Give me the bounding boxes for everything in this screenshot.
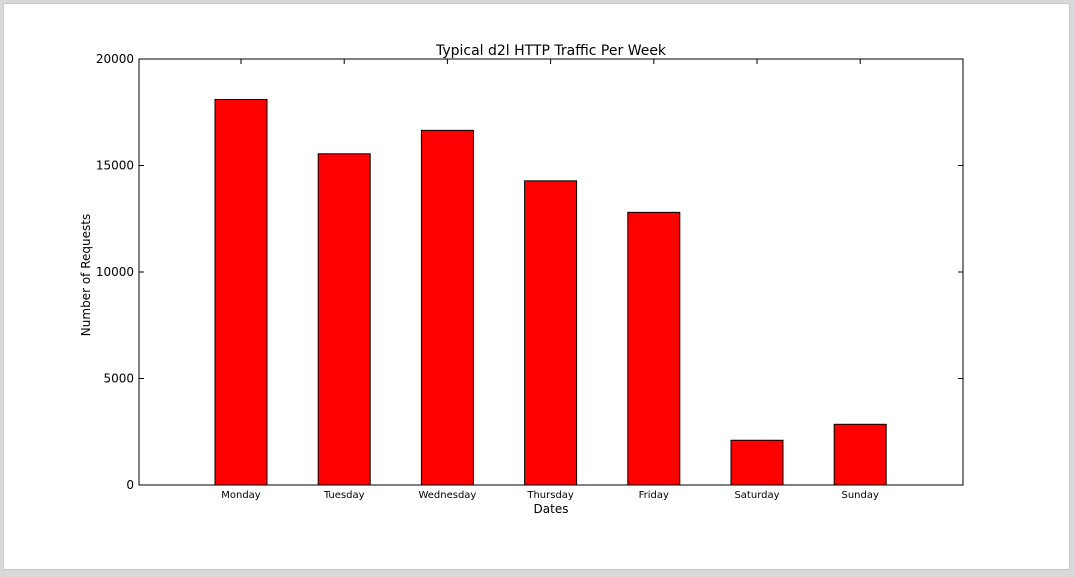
y-tick-label: 10000 (96, 265, 134, 279)
y-tick-label: 20000 (96, 52, 134, 66)
x-tick-label: Thursday (526, 490, 574, 501)
y-axis-label: Number of Requests (79, 214, 93, 336)
bar-friday (627, 211, 681, 486)
y-tick-label: 15000 (96, 159, 134, 173)
plot-frame (138, 58, 964, 486)
x-tick-label: Wednesday (418, 490, 476, 501)
x-tick-label: Saturday (734, 490, 779, 501)
bar-chart: Typical d2l HTTP Traffic Per Week Dates … (79, 43, 964, 516)
bar-series (214, 98, 887, 486)
x-axis-label: Dates (534, 502, 569, 516)
x-tick-label: Sunday (841, 490, 878, 501)
y-tick-label: 5000 (103, 372, 134, 386)
x-tick-label: Friday (639, 490, 669, 501)
chart-page: Typical d2l HTTP Traffic Per Week Dates … (3, 3, 1070, 570)
bar-saturday (730, 439, 784, 486)
bar-monday (214, 98, 268, 486)
bar-wednesday (420, 129, 474, 486)
chart-title: Typical d2l HTTP Traffic Per Week (435, 43, 667, 59)
x-tick-label: Tuesday (323, 490, 365, 501)
y-axis-ticks: 0 5000 10000 15000 20000 (96, 52, 963, 492)
y-tick-label: 0 (126, 478, 134, 492)
bar-sunday (833, 423, 887, 486)
bar-thursday (524, 180, 578, 486)
bar-tuesday (317, 153, 371, 486)
x-tick-label: Monday (221, 490, 261, 501)
